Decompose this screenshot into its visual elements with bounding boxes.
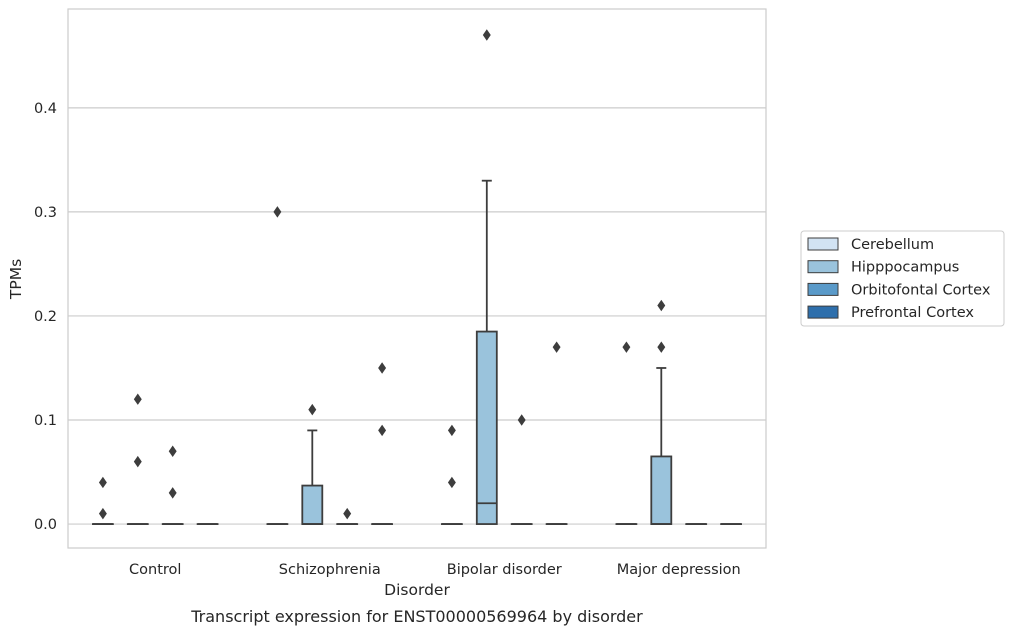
box-prefrontal-cortex <box>371 362 394 525</box>
x-axis-label: Disorder <box>384 581 450 599</box>
x-tick-label: Schizophrenia <box>279 562 381 578</box>
outlier-point <box>657 341 666 353</box>
box-hipppocampus <box>301 403 324 525</box>
box <box>475 330 498 525</box>
outlier-point <box>657 299 666 312</box>
legend-swatch <box>807 260 839 274</box>
x-tick-label: Major depression <box>617 562 741 578</box>
outlier-point <box>378 424 387 437</box>
y-tick-label: 0.2 <box>34 309 57 325</box>
x-tick-label: Control <box>129 562 181 578</box>
box-orbitofontal-cortex <box>336 507 359 525</box>
box-plots <box>92 29 742 525</box>
legend-label: Cerebellum <box>851 237 934 253</box>
outlier-point <box>378 362 387 374</box>
outlier-point <box>133 455 142 468</box>
gridlines <box>68 107 766 525</box>
chart-caption: Transcript expression for ENST0000056996… <box>190 607 643 626</box>
box-cerebellum <box>92 476 114 525</box>
box-hipppocampus <box>475 29 498 525</box>
y-tick-label: 0.0 <box>34 517 57 533</box>
box-orbitofontal-cortex <box>510 414 533 525</box>
plot-background <box>68 9 766 548</box>
box-cerebellum <box>266 206 289 525</box>
outlier-point <box>482 29 491 41</box>
box-cerebellum <box>440 424 463 525</box>
legend: Cerebellum Hipppocampus Orbitofontal Corte… <box>800 230 1005 327</box>
legend-swatch <box>807 305 839 319</box>
box-hipppocampus <box>126 393 149 525</box>
y-axis-ticks: 0.0 0.1 0.2 0.3 0.4 <box>34 101 57 533</box>
outlier-point <box>517 414 526 426</box>
legend-swatch <box>807 282 839 296</box>
legend-label: Orbitofontal Cortex <box>851 282 991 298</box>
plot-frame <box>67 8 767 549</box>
x-axis-ticks: Control Schizophrenia Bipolar disorder Majo… <box>129 562 741 578</box>
x-tick-label: Bipolar disorder <box>447 562 562 578</box>
outlier-point <box>133 393 142 405</box>
outlier-point <box>447 424 456 437</box>
outlier-point <box>343 507 352 520</box>
y-tick-label: 0.4 <box>34 101 57 117</box>
outlier-point <box>273 206 282 218</box>
outlier-point <box>308 403 317 416</box>
outlier-point <box>168 445 177 457</box>
outlier-point <box>168 487 177 499</box>
legend-label: Hipppocampus <box>851 260 959 276</box>
box-hipppocampus <box>650 299 673 525</box>
y-tick-label: 0.1 <box>34 413 57 429</box>
outlier-point <box>622 341 631 353</box>
legend-label: Prefrontal Cortex <box>851 305 974 321</box>
outlier-point <box>98 507 107 520</box>
legend-frame <box>800 230 1005 327</box>
outlier-point <box>98 476 107 489</box>
box <box>301 484 324 525</box>
box-prefrontal-cortex <box>545 341 568 525</box>
y-tick-label: 0.3 <box>34 205 57 221</box>
legend-swatch <box>807 237 839 251</box>
box-cerebellum <box>615 341 638 525</box>
outlier-point <box>552 341 561 353</box>
y-axis-label: TPMs <box>7 259 25 300</box>
box <box>650 455 673 525</box>
outlier-point <box>447 476 456 489</box>
box-orbitofontal-cortex <box>161 445 184 525</box>
